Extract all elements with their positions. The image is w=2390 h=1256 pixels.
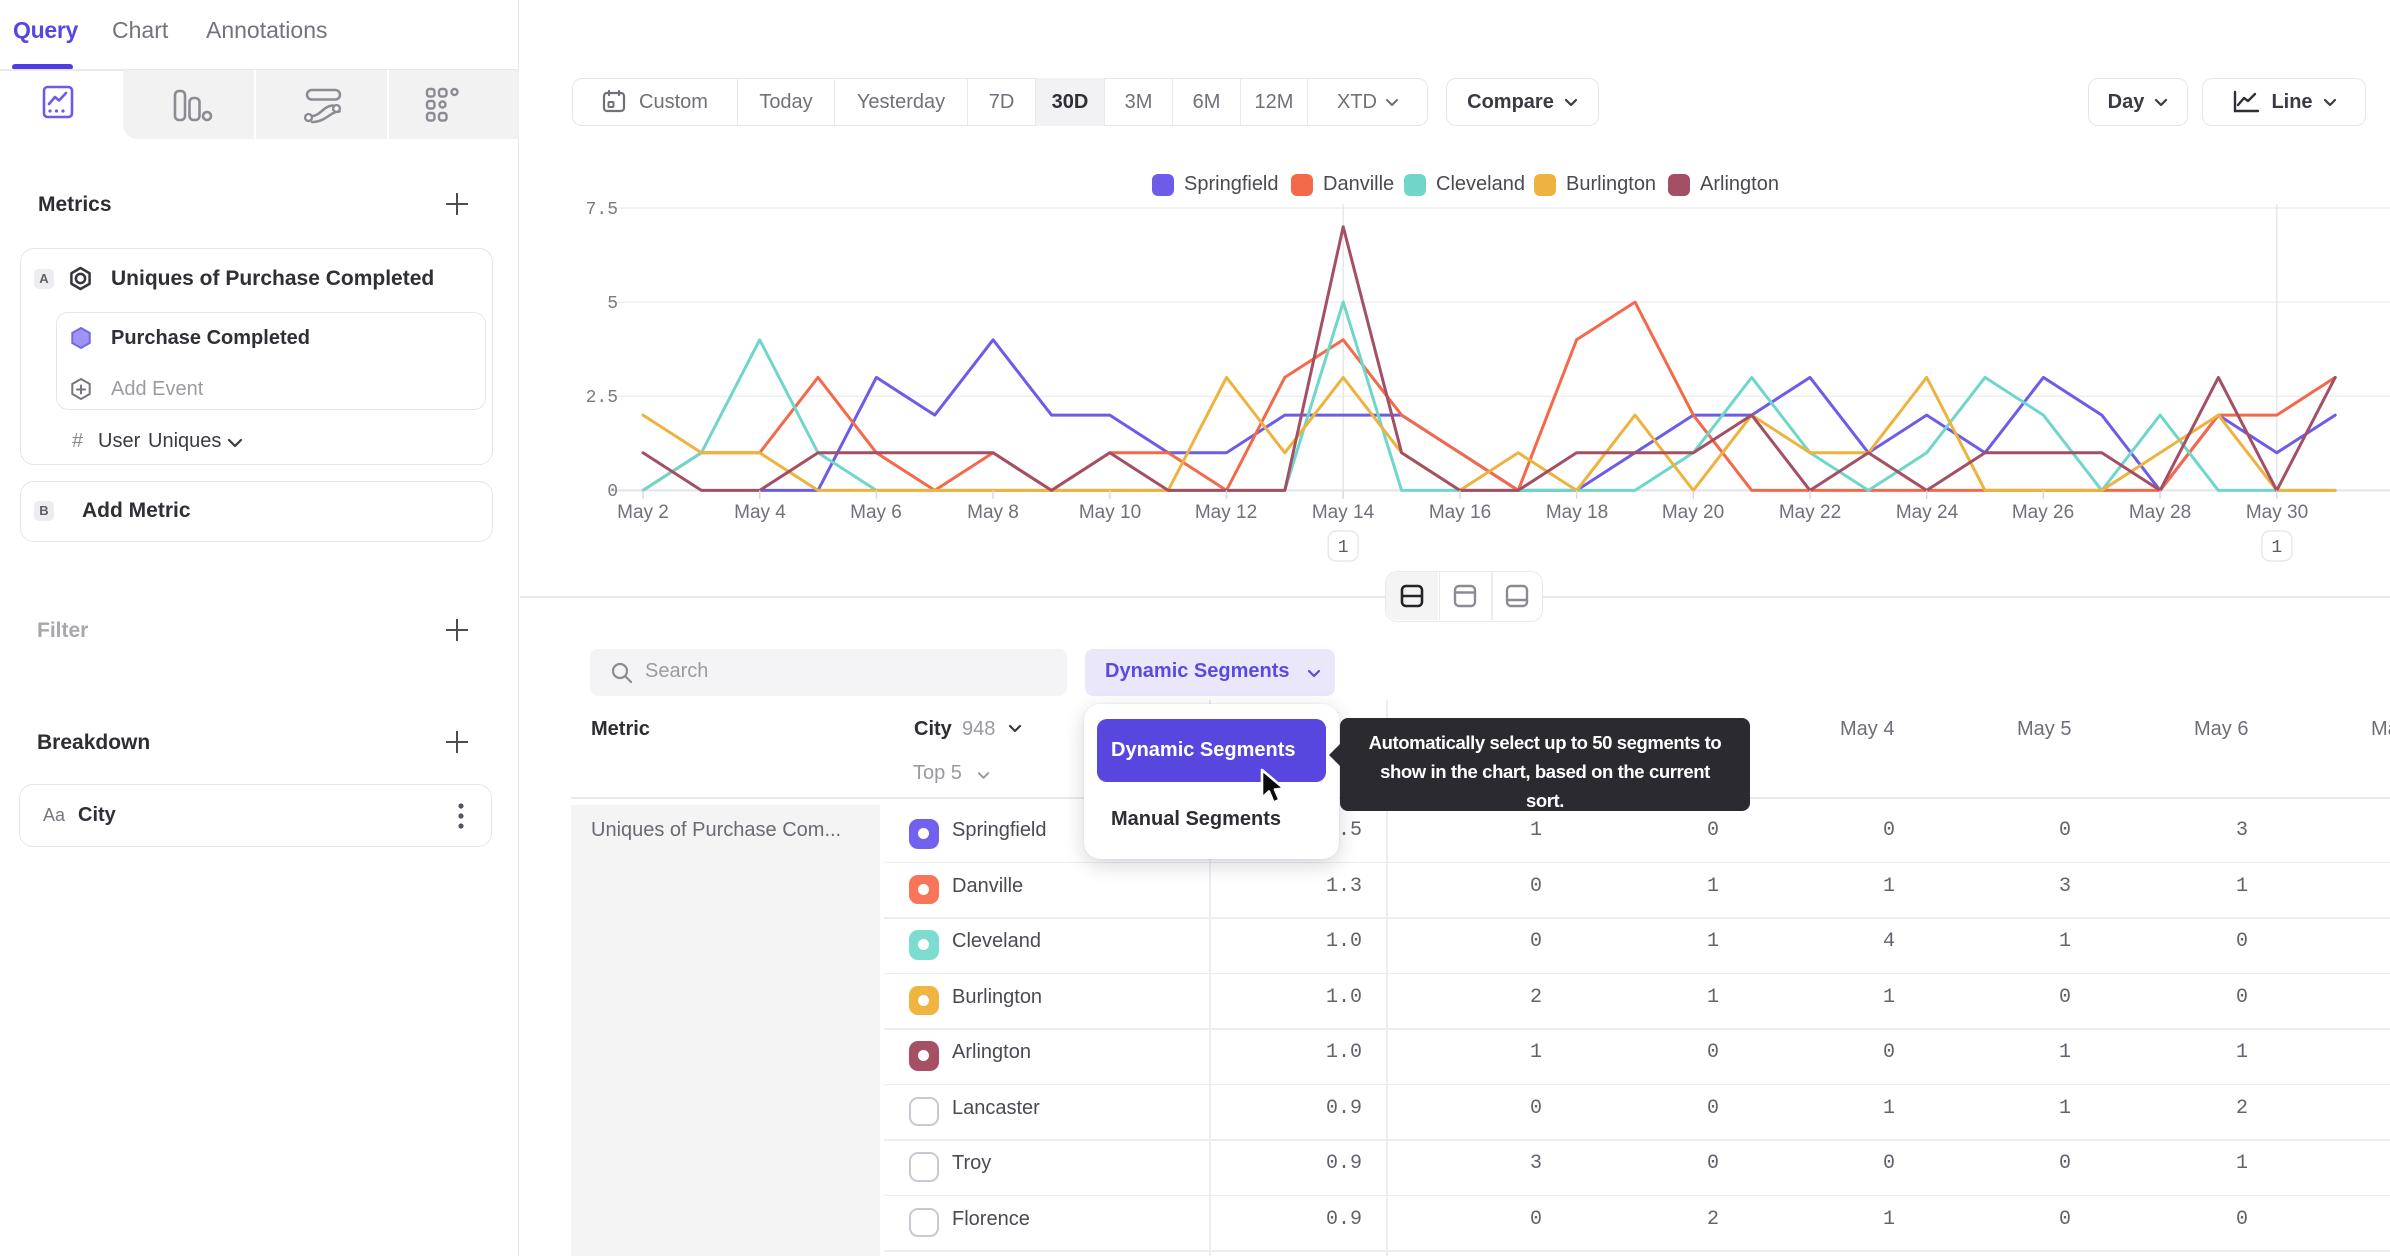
svg-text:May 8: May 8: [967, 502, 1019, 523]
svg-text:May 30: May 30: [2246, 502, 2308, 523]
svg-text:5: 5: [607, 294, 618, 314]
svg-text:0: 0: [607, 482, 618, 502]
svg-text:May 26: May 26: [2012, 502, 2074, 523]
svg-text:May 14: May 14: [1312, 502, 1375, 523]
svg-text:May 28: May 28: [2129, 502, 2191, 523]
svg-text:7.5: 7.5: [586, 200, 618, 220]
svg-text:May 22: May 22: [1779, 502, 1841, 523]
svg-text:May 24: May 24: [1896, 502, 1959, 523]
svg-text:May 4: May 4: [734, 502, 786, 523]
svg-text:1: 1: [2271, 538, 2282, 558]
svg-text:May 20: May 20: [1662, 502, 1724, 523]
svg-text:May 16: May 16: [1429, 502, 1491, 523]
svg-text:May 10: May 10: [1079, 502, 1141, 523]
svg-text:2.5: 2.5: [586, 388, 618, 408]
svg-text:1: 1: [1338, 538, 1349, 558]
svg-text:May 2: May 2: [617, 502, 669, 523]
svg-text:May 6: May 6: [850, 502, 902, 523]
svg-text:May 18: May 18: [1546, 502, 1608, 523]
svg-text:May 12: May 12: [1195, 502, 1257, 523]
